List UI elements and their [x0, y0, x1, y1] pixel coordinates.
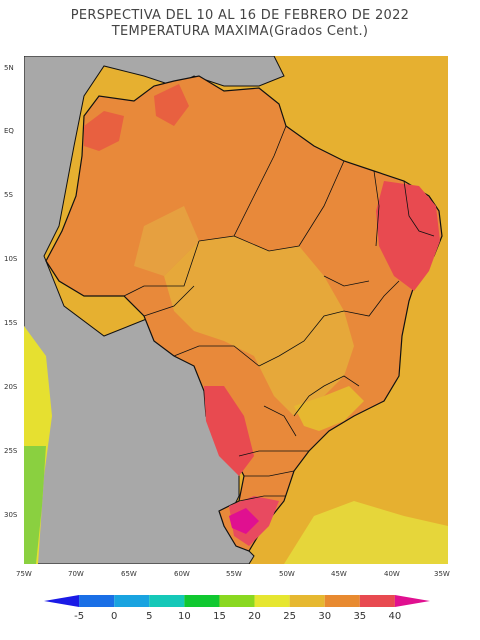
colorbar-label: 40 [388, 611, 402, 622]
colorbar-label: 10 [177, 611, 191, 622]
colorbar-label: 5 [146, 611, 153, 622]
lat-label: 10S [4, 255, 18, 263]
colorbar-segment [394, 595, 430, 607]
colorbar-segment [324, 595, 360, 607]
south-atlantic-area [284, 501, 448, 564]
colorbar-segment [219, 595, 255, 607]
lat-label: 5N [4, 64, 14, 72]
lat-labels: 5N EQ 5S 10S 15S 20S 25S 30S [4, 64, 18, 519]
colorbar-segment [359, 595, 395, 607]
lon-label: 65W [121, 570, 137, 578]
colorbar-segment [79, 595, 115, 607]
colorbar [44, 595, 430, 607]
southeast-zone [294, 386, 364, 431]
extreme-hot-zone [229, 508, 259, 534]
lon-label: 70W [68, 570, 84, 578]
amazon-hot-zone [84, 111, 124, 151]
colorbar-segment [149, 595, 185, 607]
south-hot-zone [204, 386, 254, 476]
lat-label: 20S [4, 383, 18, 391]
colorbar-label: 20 [248, 611, 261, 622]
central-brazil-zone [164, 236, 354, 416]
lat-label: 25S [4, 447, 18, 455]
colorbar-label: 25 [283, 611, 296, 622]
lon-labels: 75W 70W 65W 60W 55W 50W 45W 40W 35W [16, 570, 450, 578]
colorbar-label: 35 [353, 611, 367, 622]
colorbar-segment [184, 595, 220, 607]
lat-label: 30S [4, 511, 18, 519]
temperature-map: 5N EQ 5S 10S 15S 20S 25S 30S [24, 56, 448, 564]
pacific-south-area [24, 446, 46, 564]
northwest-zone [134, 206, 199, 276]
colorbar-segment [44, 595, 80, 607]
colorbar-segment [289, 595, 325, 607]
lon-label: 40W [384, 570, 400, 578]
lat-label: EQ [4, 127, 14, 135]
colorbar-label: -5 [74, 611, 85, 622]
north-hot-zone [154, 84, 189, 126]
lon-label: 75W [16, 570, 32, 578]
state-borders [84, 125, 435, 502]
northeast-hot-zone [376, 181, 440, 291]
colorbar-label: 30 [318, 611, 332, 622]
lat-label: 5S [4, 191, 13, 199]
lon-label: 45W [331, 570, 347, 578]
lat-label: 15S [4, 319, 18, 327]
lon-label: 35W [434, 570, 450, 578]
colorbar-segment [254, 595, 290, 607]
map-title: PERSPECTIVA DEL 10 AL 16 DE FEBRERO DE 2… [70, 8, 410, 23]
lon-label: 55W [226, 570, 242, 578]
colorbar-label: 0 [110, 611, 118, 622]
colorbar-label: 15 [213, 611, 226, 622]
colorbar-segment [114, 595, 150, 607]
lon-label: 60W [174, 570, 190, 578]
map-subtitle: TEMPERATURA MAXIMA(Grados Cent.) [111, 24, 369, 39]
lon-label: 50W [279, 570, 295, 578]
